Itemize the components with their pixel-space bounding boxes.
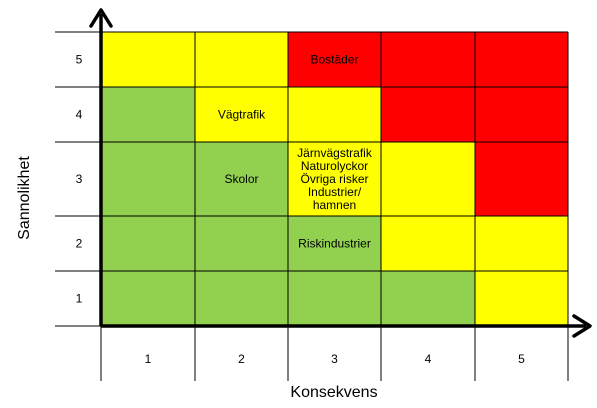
annotation-line: Riskindustrier [298, 237, 371, 251]
cell-x3-y4 [288, 87, 381, 142]
y-tick-label-4: 4 [76, 108, 83, 122]
y-tick-label-2: 2 [76, 237, 83, 251]
x-tick-label-1: 1 [145, 352, 152, 366]
x-axis-title: Konsekvens [290, 384, 377, 401]
cell-x4-y3 [381, 142, 475, 216]
cell-x3-y3 [288, 142, 381, 216]
cell-x3-y2 [288, 216, 381, 271]
x-tick-label-2: 2 [238, 352, 245, 366]
annotation-v-gtrafik: Vägtrafik [218, 108, 266, 122]
annotation-line: Övriga risker [300, 172, 368, 186]
cell-x4-y4 [381, 87, 475, 142]
x-tick-label-5: 5 [518, 352, 525, 366]
annotation-line: hamnen [313, 198, 356, 212]
annotation-j-rnv-gstrafik: Järnvägstrafik Naturolyckor Övriga risker I… [297, 146, 373, 212]
cell-x2-y2 [195, 216, 288, 271]
cell-x1-y3 [101, 142, 195, 216]
cell-x1-y5 [101, 32, 195, 87]
cell-x4-y2 [381, 216, 475, 271]
y-tick-label-1: 1 [76, 292, 83, 306]
y-tick-label-5: 5 [76, 53, 83, 67]
cell-x5-y5 [475, 32, 568, 87]
annotation-line: Industrier/ [308, 185, 362, 199]
cell-x5-y2 [475, 216, 568, 271]
annotation-riskindustrier: Riskindustrier [298, 237, 371, 251]
cell-x2-y4 [195, 87, 288, 142]
y-axis-arrowhead [89, 8, 113, 28]
x-axis-arrowhead [572, 314, 592, 338]
annotation-line: Järnvägstrafik [297, 146, 373, 160]
annotation-line: Vägtrafik [218, 108, 266, 122]
annotation-line: Naturolyckor [301, 159, 368, 173]
y-axis-title: Sannolikhet [16, 156, 33, 240]
annotation-line: Skolor [224, 172, 258, 186]
cell-x3-y5 [288, 32, 381, 87]
annotation-skolor: Skolor [224, 172, 258, 186]
annotation-line: Bostäder [310, 53, 358, 67]
x-tick-label-4: 4 [425, 352, 432, 366]
annotation-bost-der: Bostäder [310, 53, 358, 67]
cell-x2-y5 [195, 32, 288, 87]
cell-x3-y1 [288, 271, 381, 326]
cell-x1-y1 [101, 271, 195, 326]
cell-x2-y1 [195, 271, 288, 326]
cell-x2-y3 [195, 142, 288, 216]
y-tick-label-3: 3 [76, 172, 83, 186]
cell-x1-y4 [101, 87, 195, 142]
cell-x5-y4 [475, 87, 568, 142]
x-tick-label-3: 3 [331, 352, 338, 366]
cell-x4-y1 [381, 271, 475, 326]
cell-x1-y2 [101, 216, 195, 271]
cell-x5-y3 [475, 142, 568, 216]
cell-x5-y1 [475, 271, 568, 326]
cell-x4-y5 [381, 32, 475, 87]
